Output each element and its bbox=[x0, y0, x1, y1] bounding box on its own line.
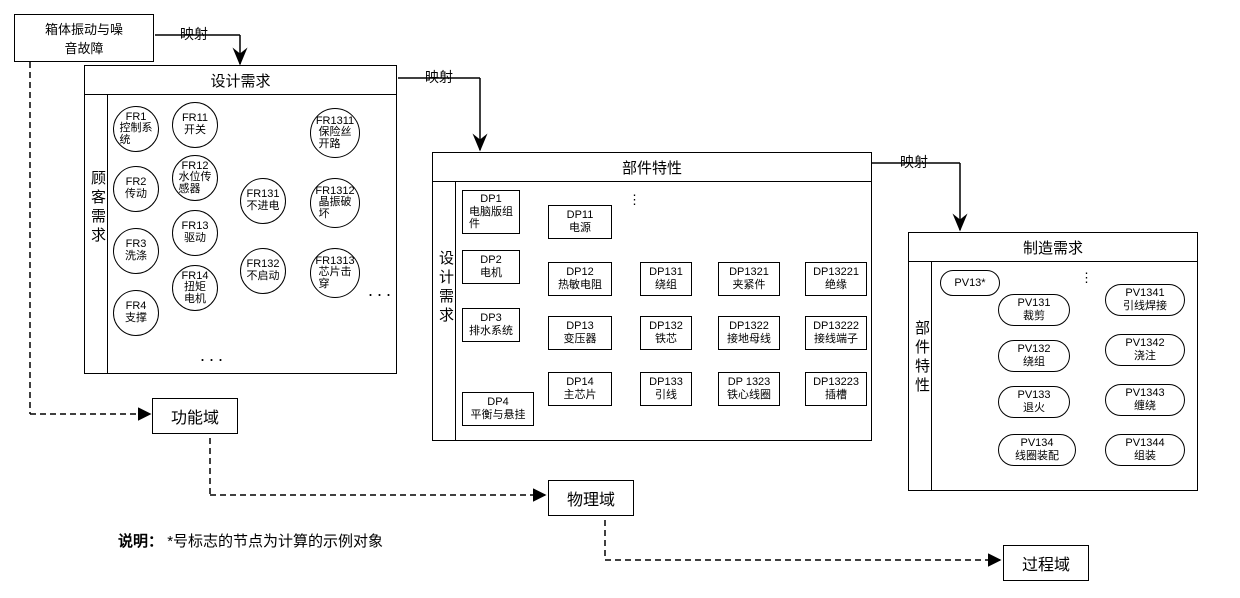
node-dp131: DP131绕组 bbox=[640, 262, 692, 296]
functional-vlabel: 顾客需求 bbox=[87, 170, 108, 246]
node-dp1321: DP1321夹紧件 bbox=[718, 262, 780, 296]
process-domain-label: 过程域 bbox=[1003, 545, 1089, 581]
node-fr1312: FR1312晶振破 坏 bbox=[310, 178, 360, 228]
legend-prefix: 说明： bbox=[118, 533, 163, 550]
node-pv134: PV134线圈装配 bbox=[998, 434, 1076, 466]
process-vlabel: 部件特性 bbox=[911, 320, 932, 396]
vellipsis-proc: ⋮ bbox=[1080, 270, 1093, 286]
node-dp1323: DP 1323铁心线圈 bbox=[718, 372, 780, 406]
mapping-label-3: 映射 bbox=[900, 152, 928, 172]
process-title: 制造需求 bbox=[908, 232, 1198, 263]
vellipsis-phys: ⋮ bbox=[628, 192, 641, 208]
node-dp4: DP4平衡与悬挂 bbox=[462, 392, 534, 426]
mapping-label-1: 映射 bbox=[180, 24, 208, 44]
functional-title: 设计需求 bbox=[84, 65, 397, 96]
node-fr14: FR14扭矩 电机 bbox=[172, 265, 218, 311]
physical-domain-label: 物理域 bbox=[548, 480, 634, 516]
node-dp1: DP1电脑版组 件 bbox=[462, 190, 520, 234]
node-dp133: DP133引线 bbox=[640, 372, 692, 406]
node-pv1341: PV1341引线焊接 bbox=[1105, 284, 1185, 316]
node-dp1322: DP1322接地母线 bbox=[718, 316, 780, 350]
ellipsis-1: ... bbox=[200, 345, 227, 366]
mapping-label-2: 映射 bbox=[425, 67, 453, 87]
node-dp11: DP11电源 bbox=[548, 205, 612, 239]
node-dp13222: DP13222接线端子 bbox=[805, 316, 867, 350]
node-pv133: PV133退火 bbox=[998, 386, 1070, 418]
root-fault-box: 箱体振动与噪 音故障 bbox=[14, 14, 154, 62]
node-fr131: FR131不进电 bbox=[240, 178, 286, 224]
node-fr3: FR3洗涤 bbox=[113, 228, 159, 274]
ellipsis-2: ... bbox=[368, 280, 395, 301]
node-pv131: PV131裁剪 bbox=[998, 294, 1070, 326]
node-dp3: DP3排水系统 bbox=[462, 308, 520, 342]
legend: 说明： *号标志的节点为计算的示例对象 bbox=[118, 530, 383, 551]
root-line1: 箱体振动与噪 音故障 bbox=[21, 19, 147, 57]
node-fr1311: FR1311保险丝 开路 bbox=[310, 108, 360, 158]
node-dp12: DP12热敏电阻 bbox=[548, 262, 612, 296]
node-pv13: PV13* bbox=[940, 270, 1000, 296]
node-fr13: FR13驱动 bbox=[172, 210, 218, 256]
node-pv1343: PV1343缠绕 bbox=[1105, 384, 1185, 416]
functional-domain-label: 功能域 bbox=[152, 398, 238, 434]
node-fr4: FR4支撑 bbox=[113, 290, 159, 336]
node-dp13: DP13变压器 bbox=[548, 316, 612, 350]
physical-title: 部件特性 bbox=[432, 152, 872, 183]
node-fr2: FR2传动 bbox=[113, 166, 159, 212]
node-dp132: DP132铁芯 bbox=[640, 316, 692, 350]
node-dp14: DP14主芯片 bbox=[548, 372, 612, 406]
physical-vlabel: 设计需求 bbox=[435, 250, 456, 326]
node-pv1344: PV1344组装 bbox=[1105, 434, 1185, 466]
node-pv132: PV132绕组 bbox=[998, 340, 1070, 372]
node-fr1313: FR1313芯片击 穿 bbox=[310, 248, 360, 298]
node-dp13221: DP13221绝缘 bbox=[805, 262, 867, 296]
node-pv1342: PV1342浇注 bbox=[1105, 334, 1185, 366]
node-fr132: FR132不启动 bbox=[240, 248, 286, 294]
legend-text: *号标志的节点为计算的示例对象 bbox=[167, 533, 383, 550]
node-fr12: FR12水位传 感器 bbox=[172, 155, 218, 201]
node-dp13223: DP13223插槽 bbox=[805, 372, 867, 406]
node-fr11: FR11开关 bbox=[172, 102, 218, 148]
node-fr1: FR1控制系 统 bbox=[113, 106, 159, 152]
node-dp2: DP2电机 bbox=[462, 250, 520, 284]
